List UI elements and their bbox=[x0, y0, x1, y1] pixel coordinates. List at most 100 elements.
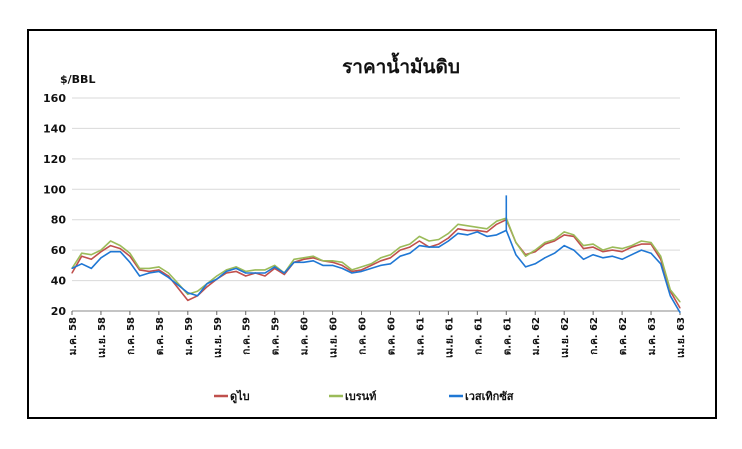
data-point bbox=[534, 263, 536, 265]
data-point bbox=[138, 269, 141, 271]
data-point bbox=[380, 260, 382, 262]
data-point bbox=[71, 267, 73, 269]
x-tick-label: ต.ค. 60 bbox=[386, 317, 397, 355]
legend-label: เบรนท์ bbox=[345, 390, 376, 403]
data-point bbox=[486, 231, 488, 233]
data-point bbox=[621, 258, 623, 260]
data-point bbox=[467, 229, 469, 231]
data-point bbox=[254, 269, 256, 271]
x-tick-label: ก.ค. 59 bbox=[242, 317, 253, 355]
data-point bbox=[167, 276, 170, 279]
data-point bbox=[524, 255, 527, 257]
data-point bbox=[582, 244, 585, 247]
data-point bbox=[640, 243, 642, 245]
x-tick-label: ก.ค. 61 bbox=[473, 317, 484, 355]
data-point bbox=[177, 287, 179, 289]
data-point bbox=[293, 258, 295, 260]
data-point bbox=[457, 228, 459, 230]
data-point bbox=[631, 246, 633, 248]
y-tick-label: 160 bbox=[43, 92, 66, 105]
data-point bbox=[351, 272, 353, 274]
data-point bbox=[119, 251, 121, 253]
data-point bbox=[303, 257, 305, 259]
data-point bbox=[573, 234, 575, 236]
data-point bbox=[129, 252, 131, 254]
data-point bbox=[274, 264, 276, 266]
data-point bbox=[399, 246, 401, 248]
data-point bbox=[81, 252, 83, 254]
data-point bbox=[167, 272, 170, 274]
gridlines bbox=[72, 97, 680, 312]
data-point bbox=[274, 267, 276, 269]
x-tick-label: เม.ย. 63 bbox=[676, 317, 687, 358]
y-tick-label: 60 bbox=[51, 244, 67, 257]
legend-item: เบรนท์ bbox=[329, 390, 376, 403]
data-point bbox=[129, 261, 131, 263]
x-tick-label: ต.ค. 58 bbox=[155, 317, 166, 355]
data-point bbox=[496, 220, 498, 222]
x-tick-label: ต.ค. 61 bbox=[502, 317, 513, 355]
series-lines bbox=[71, 195, 681, 314]
data-point bbox=[148, 270, 150, 273]
data-point bbox=[119, 248, 121, 250]
legend-label: ดูไบ bbox=[230, 389, 250, 404]
data-point bbox=[235, 270, 237, 273]
data-point bbox=[196, 290, 199, 292]
data-point bbox=[592, 254, 594, 256]
data-point bbox=[447, 240, 449, 242]
data-point bbox=[235, 267, 237, 269]
data-point bbox=[679, 311, 681, 314]
data-point bbox=[322, 260, 324, 262]
data-point bbox=[138, 267, 141, 269]
data-point bbox=[476, 226, 478, 228]
data-point bbox=[235, 266, 237, 268]
data-point bbox=[370, 263, 372, 265]
data-point bbox=[563, 231, 565, 233]
data-point bbox=[71, 272, 73, 274]
data-point bbox=[534, 249, 536, 251]
data-point bbox=[303, 261, 305, 263]
data-point bbox=[177, 284, 179, 286]
data-point bbox=[660, 255, 662, 257]
data-point bbox=[100, 249, 102, 251]
data-point bbox=[264, 272, 266, 274]
y-tick-label: 140 bbox=[43, 122, 66, 135]
data-point bbox=[515, 241, 517, 244]
data-point bbox=[322, 264, 324, 266]
data-point bbox=[351, 270, 353, 273]
data-point bbox=[640, 249, 642, 251]
data-point bbox=[389, 254, 392, 256]
data-point bbox=[669, 295, 671, 297]
x-tick-label: เม.ย. 61 bbox=[444, 317, 455, 358]
data-point bbox=[380, 257, 382, 259]
data-point bbox=[602, 257, 604, 259]
data-point bbox=[283, 273, 285, 276]
data-point bbox=[110, 244, 112, 247]
data-point bbox=[370, 267, 372, 269]
data-point bbox=[621, 251, 623, 253]
data-point bbox=[341, 264, 343, 266]
data-point bbox=[129, 255, 131, 257]
data-point bbox=[679, 301, 681, 303]
legend-label: เวสเทิกซัส bbox=[465, 390, 514, 403]
data-point bbox=[360, 269, 363, 271]
data-point bbox=[409, 243, 411, 245]
data-point bbox=[167, 275, 170, 277]
data-point bbox=[225, 269, 228, 271]
data-point bbox=[100, 251, 102, 253]
legend-item: เวสเทิกซัส bbox=[449, 390, 514, 403]
data-point bbox=[158, 269, 160, 271]
data-point bbox=[524, 266, 527, 268]
data-point bbox=[331, 264, 334, 266]
data-point bbox=[611, 249, 614, 251]
chart-title: ราคาน้ำมันดิบ bbox=[342, 52, 460, 78]
y-tick-label: 100 bbox=[43, 183, 66, 196]
data-point bbox=[399, 255, 401, 257]
data-point bbox=[534, 251, 536, 253]
legend-item: ดูไบ bbox=[214, 389, 250, 404]
x-tick-label: ก.ค. 58 bbox=[126, 317, 137, 355]
y-tick-label: 80 bbox=[51, 214, 67, 227]
x-tick-label: เม.ย. 60 bbox=[329, 317, 340, 358]
data-point bbox=[293, 261, 295, 263]
data-point bbox=[264, 275, 266, 277]
